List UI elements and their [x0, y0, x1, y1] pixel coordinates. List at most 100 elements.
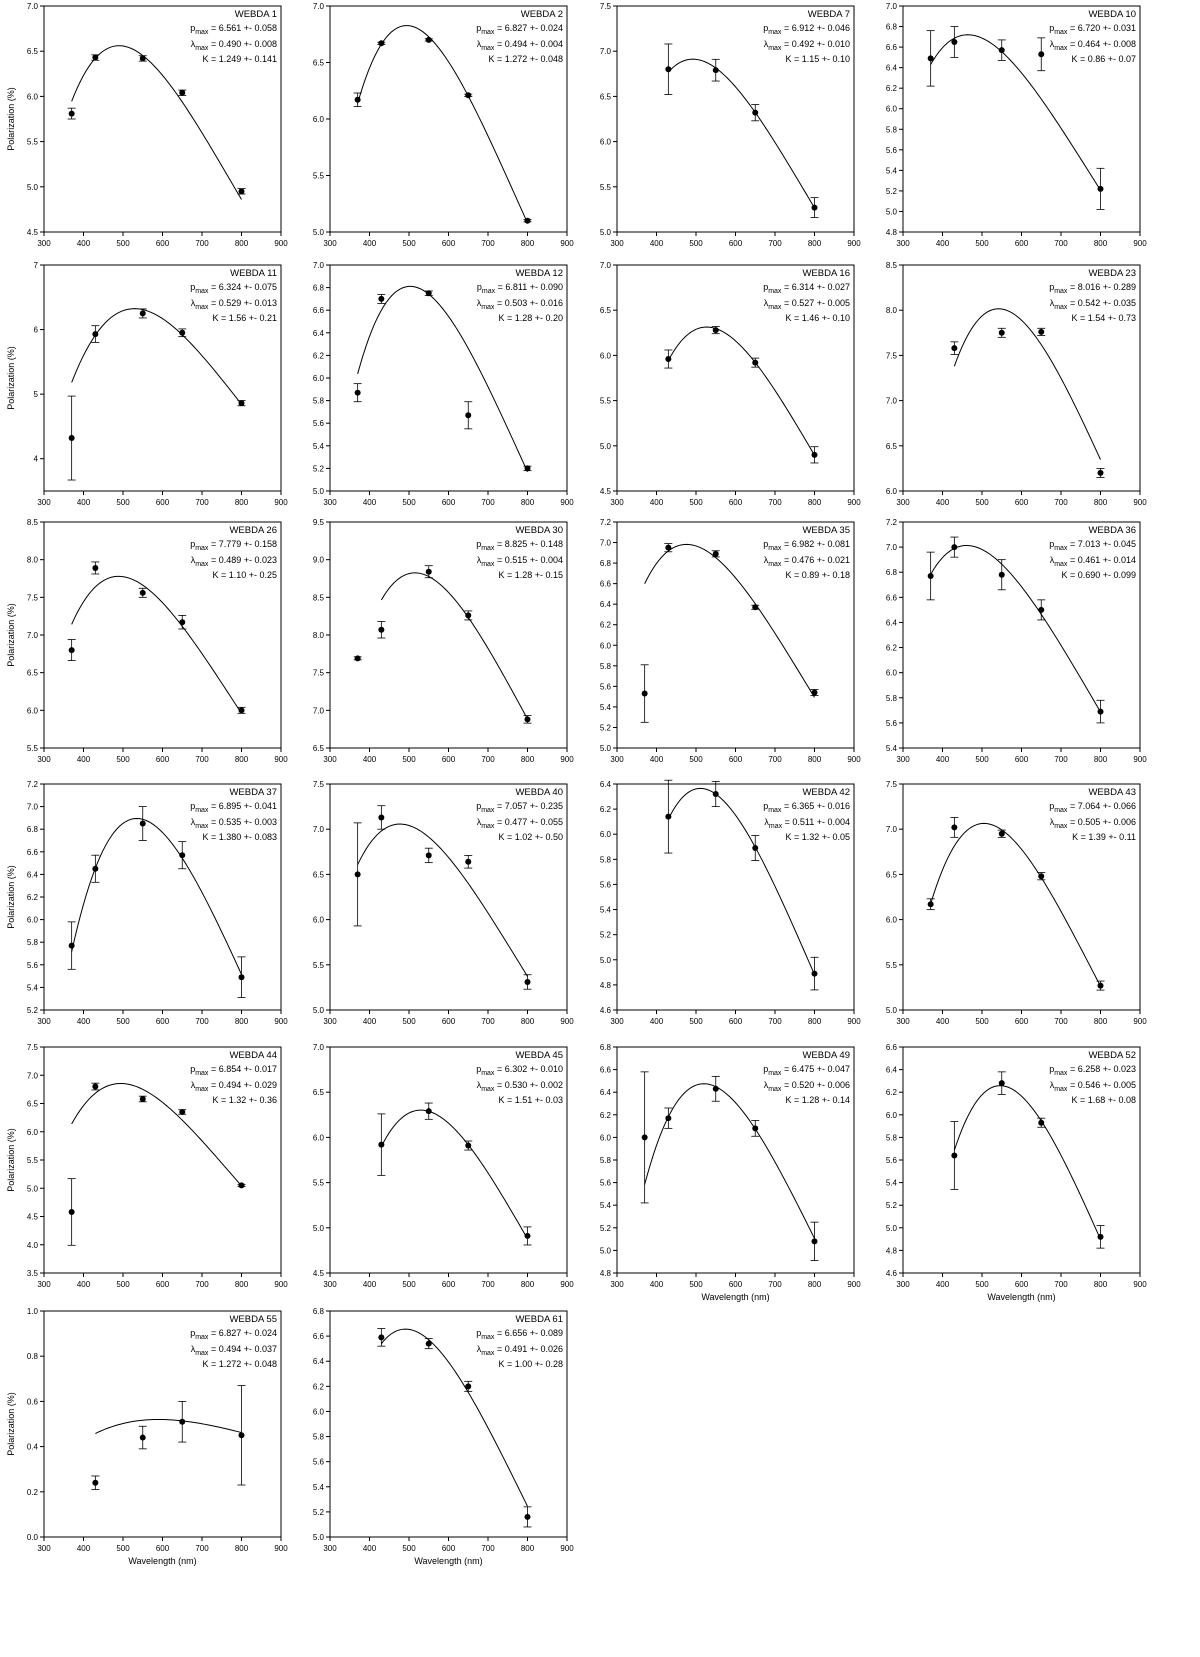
cluster-title: WEBDA 45 — [515, 1050, 563, 1061]
data-point — [92, 1479, 99, 1486]
y-tick-label: 6.2 — [886, 1088, 898, 1097]
data-point — [1097, 185, 1104, 192]
data-point — [92, 564, 99, 571]
y-tick-label: 7.5 — [886, 351, 898, 360]
y-tick-label: 5.6 — [600, 880, 612, 889]
data-point — [665, 1115, 672, 1122]
data-point — [1038, 606, 1045, 613]
y-tick-label: 8.0 — [313, 631, 325, 640]
x-tick-label: 300 — [896, 755, 910, 764]
data-point — [378, 1334, 385, 1341]
chart-panel: 300 400 500 600 700 800 900 5.0 5.5 6.0 6.5 7.0 7.5 W… — [286, 778, 576, 1048]
y-tick-label: 6.6 — [600, 1066, 612, 1075]
y-tick-label: 6.0 — [886, 487, 898, 496]
y-tick-label: 6.5 — [313, 1088, 325, 1097]
x-tick-label: 800 — [235, 239, 249, 248]
cluster-title: WEBDA 16 — [802, 268, 850, 279]
k-label: K = 1.32 +- 0.36 — [212, 1095, 277, 1105]
y-tick-label: 6.5 — [886, 870, 898, 879]
data-point — [712, 327, 719, 334]
data-point — [179, 619, 186, 626]
data-point — [139, 1095, 146, 1102]
x-tick-label: 500 — [402, 755, 416, 764]
data-point — [927, 901, 934, 908]
lambda-max-label: λmax = 0.492 +- 0.010 — [764, 39, 850, 52]
x-tick-label: 900 — [1133, 755, 1147, 764]
fit-curve — [953, 1085, 1101, 1240]
lambda-max-label: λmax = 0.461 +- 0.014 — [1050, 555, 1136, 568]
x-tick-label: 300 — [323, 755, 337, 764]
y-tick-label: 6.0 — [27, 916, 39, 925]
y-tick-label: 5.5 — [313, 1179, 325, 1188]
data-point — [238, 400, 245, 407]
y-tick-label: 4.8 — [600, 1269, 612, 1278]
k-label: K = 1.28 +- 0.14 — [785, 1095, 850, 1105]
pmax-label: pmax = 6.912 +- 0.046 — [763, 23, 850, 36]
chart-svg: 300 400 500 600 700 800 900 0.0 0.2 0.4 0.6 0.8 1.0 P… — [6, 1307, 288, 1566]
data-point — [465, 1142, 472, 1149]
x-tick-label: 700 — [195, 1017, 209, 1026]
chart-svg: 300 400 500 600 700 800 900 5.0 5.2 5.4 5.6 5.8 6.0 6… — [313, 261, 574, 507]
chart-svg: 300 400 500 600 700 800 900 6.0 6.5 7.0 7.5 8.0 8.5 W… — [886, 261, 1147, 507]
x-tick-label: 400 — [363, 1280, 377, 1289]
chart-svg: 300 400 500 600 700 800 900 5.0 5.2 5.4 5.6 5.8 6.0 6… — [313, 1307, 574, 1566]
y-tick-label: 5 — [34, 390, 39, 399]
data-point — [1038, 1119, 1045, 1126]
y-tick-label: 4.5 — [313, 1269, 325, 1278]
y-tick-label: 6.5 — [886, 442, 898, 451]
x-tick-label: 600 — [442, 1280, 456, 1289]
x-tick-label: 600 — [1015, 239, 1029, 248]
k-label: K = 1.28 +- 0.15 — [498, 570, 563, 580]
pmax-label: pmax = 6.827 +- 0.024 — [190, 1328, 277, 1341]
x-tick-label: 700 — [481, 755, 495, 764]
y-tick-label: 6.4 — [886, 1066, 898, 1075]
x-tick-label: 600 — [156, 498, 170, 507]
x-tick-label: 300 — [37, 1280, 51, 1289]
y-tick-label: 5.8 — [27, 938, 39, 947]
data-point — [1038, 51, 1045, 58]
data-point — [354, 871, 361, 878]
y-tick-label: 6.4 — [600, 1088, 612, 1097]
y-tick-label: 7.5 — [27, 1043, 39, 1052]
x-tick-label: 500 — [689, 239, 703, 248]
y-tick-label: 5.4 — [600, 703, 612, 712]
x-tick-label: 600 — [1015, 498, 1029, 507]
chart-svg: 300 400 500 600 700 800 900 6.5 7.0 7.5 8.0 8.5 9.0 9… — [313, 518, 574, 764]
y-tick-label: 6.8 — [886, 568, 898, 577]
y-tick-label: 5.4 — [313, 442, 325, 451]
x-axis-label: Wavelength (nm) — [414, 1556, 482, 1566]
y-tick-label: 5.0 — [886, 1006, 898, 1015]
x-tick-label: 300 — [323, 1544, 337, 1553]
fit-curve — [71, 45, 242, 200]
y-tick-label: 0.4 — [27, 1443, 39, 1452]
y-tick-label: 5.6 — [600, 682, 612, 691]
cluster-title: WEBDA 36 — [1088, 525, 1136, 536]
x-tick-label: 700 — [1054, 1017, 1068, 1026]
x-tick-label: 300 — [610, 239, 624, 248]
data-point — [998, 47, 1005, 54]
x-tick-label: 600 — [156, 1017, 170, 1026]
fit-curve — [667, 326, 815, 456]
x-tick-label: 900 — [1133, 239, 1147, 248]
data-point — [179, 852, 186, 859]
y-tick-label: 5.6 — [600, 1179, 612, 1188]
x-tick-label: 500 — [975, 755, 989, 764]
y-tick-label: 7.0 — [600, 539, 612, 548]
x-tick-label: 700 — [768, 755, 782, 764]
y-tick-label: 0.6 — [27, 1397, 39, 1406]
x-tick-label: 600 — [442, 498, 456, 507]
data-point — [92, 331, 99, 338]
x-tick-label: 800 — [235, 1544, 249, 1553]
y-tick-label: 8.0 — [886, 306, 898, 315]
lambda-max-label: λmax = 0.494 +- 0.037 — [191, 1344, 277, 1357]
x-tick-label: 800 — [235, 1280, 249, 1289]
x-tick-label: 500 — [402, 1280, 416, 1289]
x-tick-label: 600 — [156, 755, 170, 764]
y-tick-label: 6.6 — [27, 848, 39, 857]
data-point — [641, 1134, 648, 1141]
y-tick-label: 4.5 — [27, 1213, 39, 1222]
y-tick-label: 7.5 — [886, 780, 898, 789]
data-point — [425, 290, 432, 297]
lambda-max-label: λmax = 0.535 +- 0.003 — [191, 817, 277, 830]
y-tick-label: 6.6 — [600, 580, 612, 589]
